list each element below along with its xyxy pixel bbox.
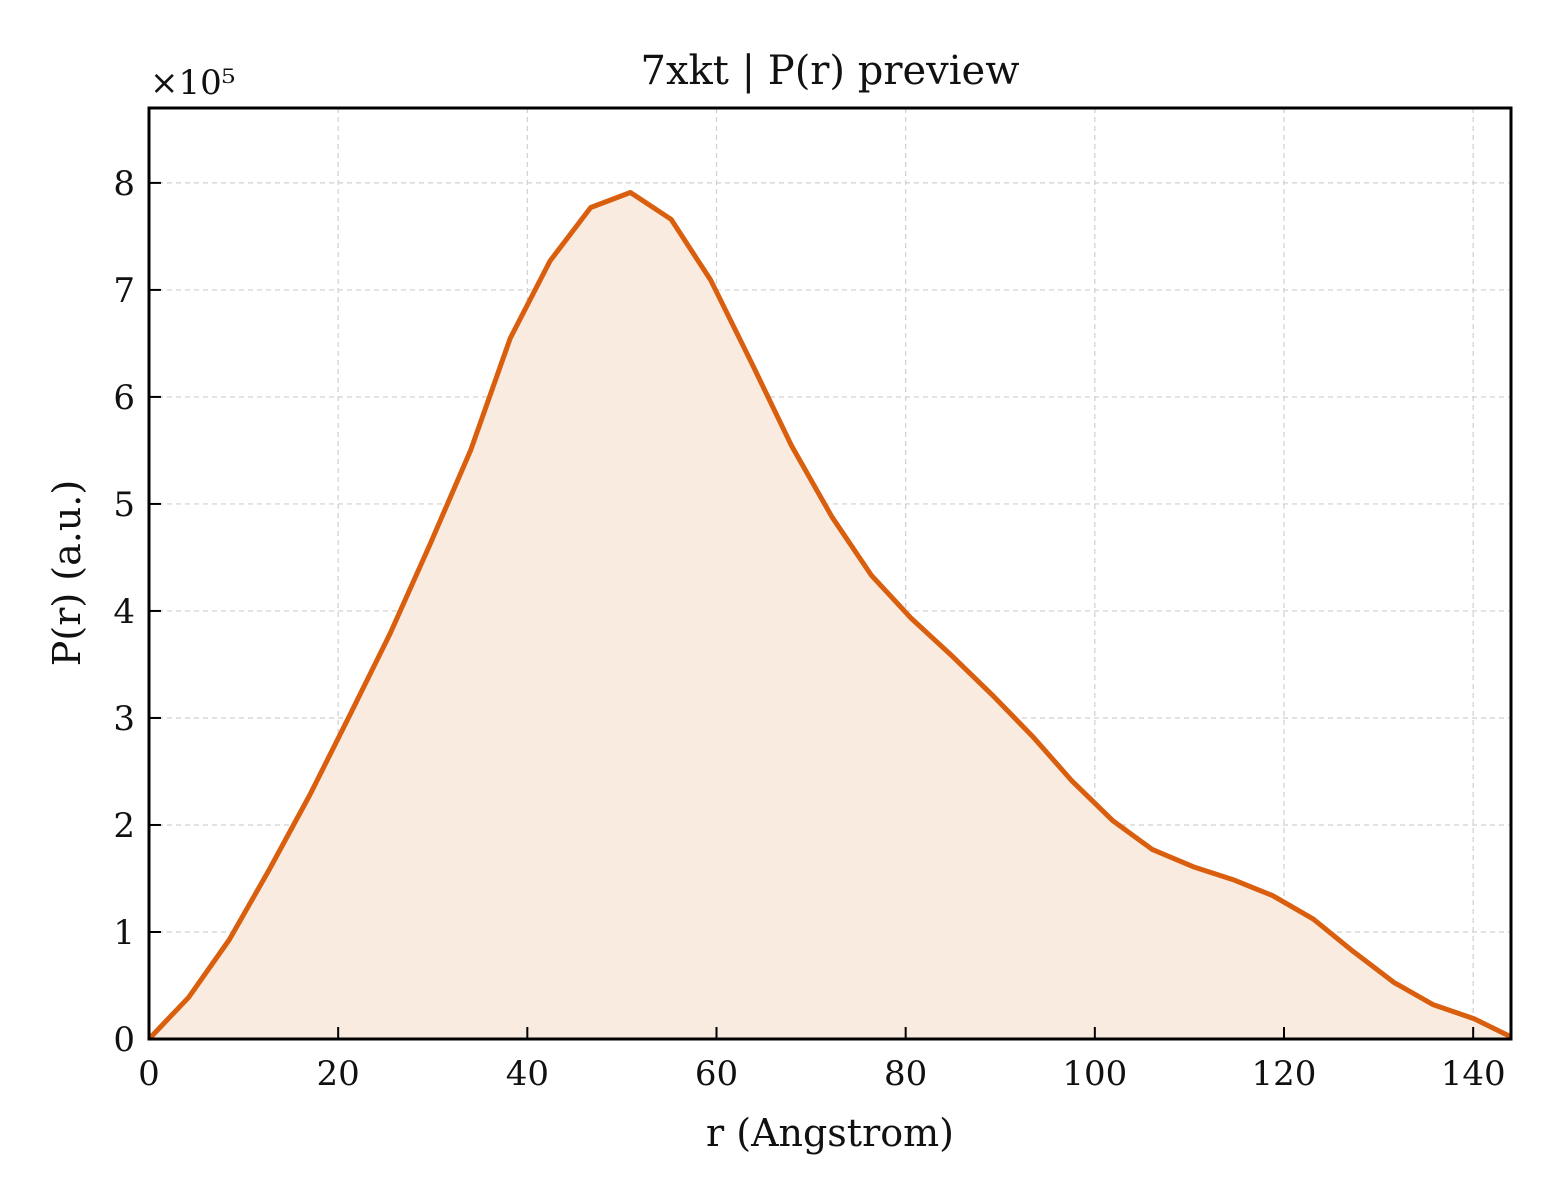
y-tick-label: 3 xyxy=(113,699,135,739)
y-tick-label: 7 xyxy=(113,271,135,311)
y-scale-label: ×10⁵ xyxy=(150,63,235,103)
x-tick-label: 120 xyxy=(1252,1054,1317,1094)
chart-title: 7xkt | P(r) preview xyxy=(641,48,1020,94)
x-tick-label: 20 xyxy=(317,1054,360,1094)
x-tick-label: 0 xyxy=(138,1054,160,1094)
x-tick-label: 60 xyxy=(695,1054,738,1094)
series-line xyxy=(147,190,1513,1041)
plot-frame xyxy=(147,106,1513,1041)
x-axis-label: r (Angstrom) xyxy=(706,1111,954,1155)
y-tick-label: 1 xyxy=(113,913,135,953)
axis-ticks: 0 20 40 60 80 100 120 140 0 1 2 3 4 5 6 7 8 xyxy=(113,164,1505,1094)
x-tick-label: 100 xyxy=(1062,1054,1127,1094)
y-axis-label: P(r) (a.u.) xyxy=(45,480,89,666)
x-tick-label: 80 xyxy=(884,1054,927,1094)
y-tick-label: 5 xyxy=(113,485,135,525)
y-tick-label: 8 xyxy=(113,164,135,204)
y-tick-label: 0 xyxy=(113,1020,135,1060)
area-fill xyxy=(149,192,1511,1039)
y-tick-label: 6 xyxy=(113,378,135,418)
x-tick-label: 40 xyxy=(506,1054,549,1094)
y-tick-label: 4 xyxy=(113,592,135,632)
y-tick-label: 2 xyxy=(113,806,135,846)
x-tick-label: 140 xyxy=(1441,1054,1506,1094)
